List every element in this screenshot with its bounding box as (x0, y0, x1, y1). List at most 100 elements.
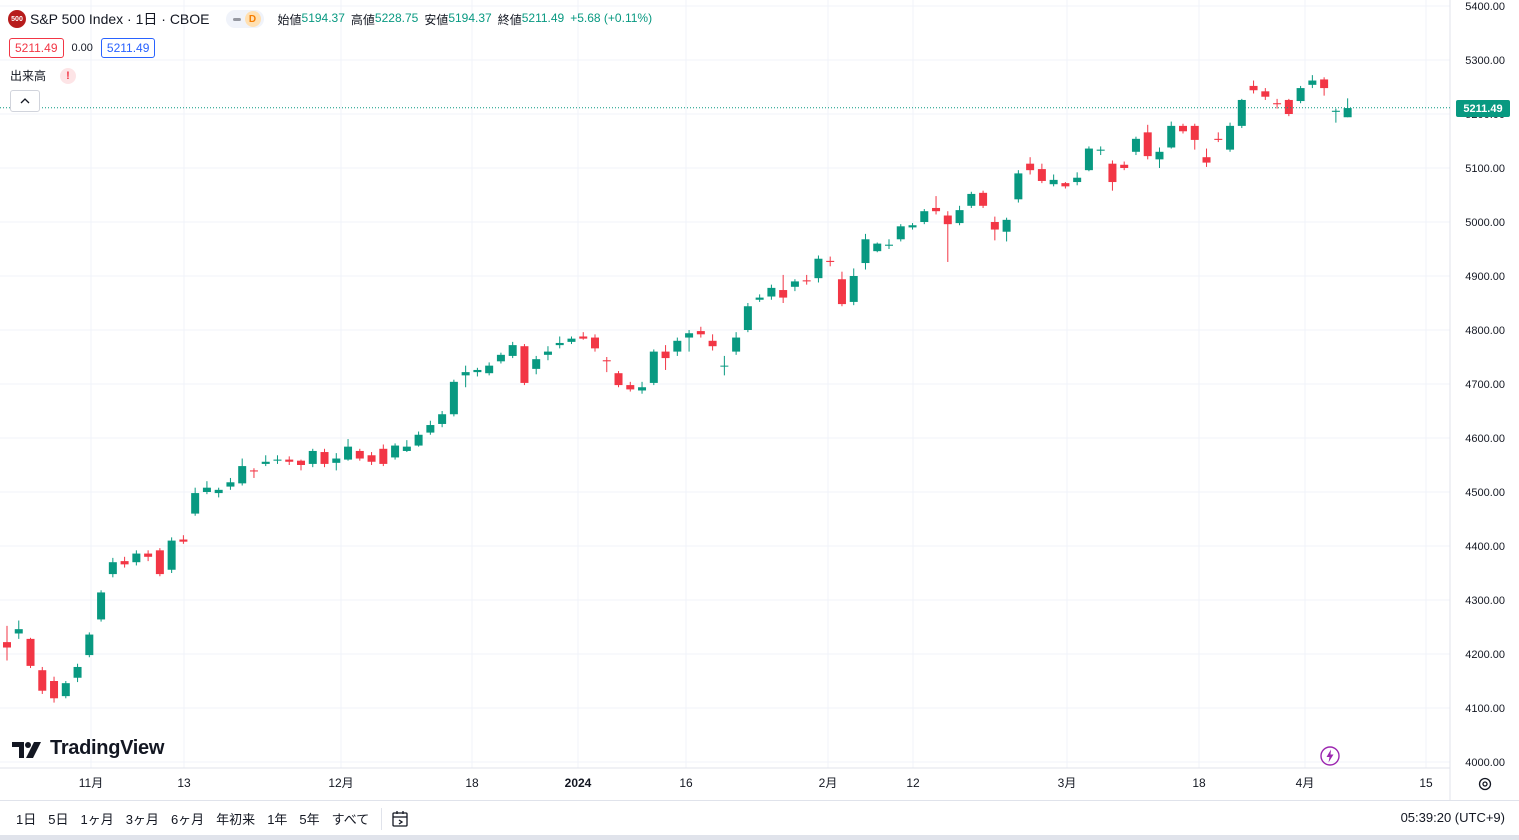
sell-price[interactable]: 5211.49 (9, 38, 64, 58)
warning-icon[interactable]: ! (60, 67, 77, 84)
range-5y-button[interactable]: 5年 (299, 812, 320, 827)
candle[interactable] (426, 420, 435, 435)
candle[interactable] (591, 334, 599, 352)
candle[interactable] (273, 455, 282, 464)
candle[interactable] (908, 223, 917, 230)
candle[interactable] (308, 448, 317, 468)
candle[interactable] (790, 279, 799, 292)
candle[interactable] (802, 274, 811, 285)
candle[interactable] (1084, 146, 1093, 172)
candle[interactable] (520, 344, 529, 386)
candle[interactable] (826, 256, 835, 267)
candle[interactable] (755, 294, 764, 302)
range-all-button[interactable]: すべて (331, 812, 370, 827)
range-1d-button[interactable]: 1日 (16, 812, 37, 827)
candle[interactable] (191, 487, 200, 516)
collapse-legend-button[interactable] (10, 90, 40, 112)
candle[interactable] (496, 352, 505, 364)
candle[interactable] (696, 326, 705, 338)
candle[interactable] (1320, 77, 1329, 96)
candle[interactable] (555, 336, 564, 349)
candle[interactable] (1214, 132, 1223, 143)
candle[interactable] (814, 255, 823, 283)
candle[interactable] (837, 271, 846, 307)
candle[interactable] (38, 666, 47, 694)
candle[interactable] (1296, 85, 1305, 104)
candle[interactable] (932, 196, 941, 215)
candle[interactable] (979, 190, 988, 208)
candle[interactable] (885, 239, 893, 249)
candle[interactable] (955, 205, 964, 226)
candle[interactable] (626, 381, 635, 392)
candle[interactable] (179, 535, 188, 544)
candle[interactable] (990, 216, 999, 241)
candle[interactable] (449, 379, 458, 417)
candle[interactable] (873, 242, 882, 253)
candle[interactable] (649, 349, 658, 386)
candle[interactable] (367, 452, 376, 465)
candle[interactable] (402, 440, 411, 453)
candle[interactable] (108, 557, 117, 578)
candle[interactable] (1226, 122, 1235, 152)
candle[interactable] (167, 537, 176, 573)
candle[interactable] (685, 330, 694, 352)
range-ytd-button[interactable]: 年初来 (216, 812, 256, 827)
candle[interactable] (1014, 170, 1023, 203)
candle[interactable] (602, 357, 611, 373)
candle[interactable] (1143, 124, 1152, 160)
candle[interactable] (1155, 147, 1164, 168)
candle[interactable] (238, 458, 247, 486)
candle[interactable] (1167, 121, 1176, 149)
candle[interactable] (85, 632, 94, 658)
candle[interactable] (155, 548, 164, 577)
candle[interactable] (673, 337, 682, 356)
range-1y-button[interactable]: 1年 (267, 812, 288, 827)
clock[interactable]: 05:39:20 (UTC+9) (1400, 810, 1505, 825)
candle[interactable] (1026, 157, 1035, 175)
candle[interactable] (414, 431, 423, 447)
buy-price[interactable]: 5211.49 (100, 38, 156, 58)
candle[interactable] (767, 284, 776, 300)
candle[interactable] (708, 334, 717, 351)
candle[interactable] (50, 676, 59, 703)
candle[interactable] (1120, 161, 1129, 171)
candle[interactable] (97, 590, 106, 622)
tradingview-logo[interactable]: TradingView (12, 737, 164, 760)
candle[interactable] (1237, 98, 1246, 129)
candle[interactable] (1131, 136, 1140, 156)
candle[interactable] (1037, 163, 1046, 184)
candle[interactable] (967, 191, 976, 208)
candle[interactable] (132, 550, 141, 566)
candle[interactable] (1261, 88, 1270, 100)
candle[interactable] (567, 336, 576, 345)
candle[interactable] (579, 332, 588, 340)
candle[interactable] (1049, 174, 1058, 187)
symbol-title[interactable]: S&P 500 Index · 1日 · CBOE (30, 11, 210, 27)
gear-icon[interactable] (1477, 776, 1493, 792)
candle[interactable] (720, 355, 729, 376)
candle[interactable] (1002, 217, 1011, 242)
candle[interactable] (1202, 148, 1211, 167)
candle[interactable] (214, 487, 223, 498)
candle[interactable] (896, 224, 905, 242)
candle[interactable] (473, 367, 482, 377)
candle[interactable] (920, 209, 929, 225)
candle[interactable] (1284, 98, 1293, 117)
candle[interactable] (732, 332, 741, 355)
candle[interactable] (379, 444, 388, 467)
candle[interactable] (391, 443, 400, 460)
candle[interactable] (344, 439, 353, 461)
candle[interactable] (1190, 123, 1199, 150)
candle[interactable] (249, 468, 258, 478)
candle[interactable] (355, 448, 364, 461)
candle[interactable] (26, 637, 35, 669)
candle[interactable] (508, 341, 517, 359)
candle[interactable] (144, 550, 153, 562)
candle[interactable] (120, 556, 129, 568)
candle[interactable] (73, 663, 82, 683)
candle[interactable] (543, 346, 552, 361)
range-5d-button[interactable]: 5日 (48, 812, 69, 827)
candle[interactable] (1061, 182, 1070, 189)
candle[interactable] (779, 274, 788, 303)
candle[interactable] (861, 233, 870, 270)
